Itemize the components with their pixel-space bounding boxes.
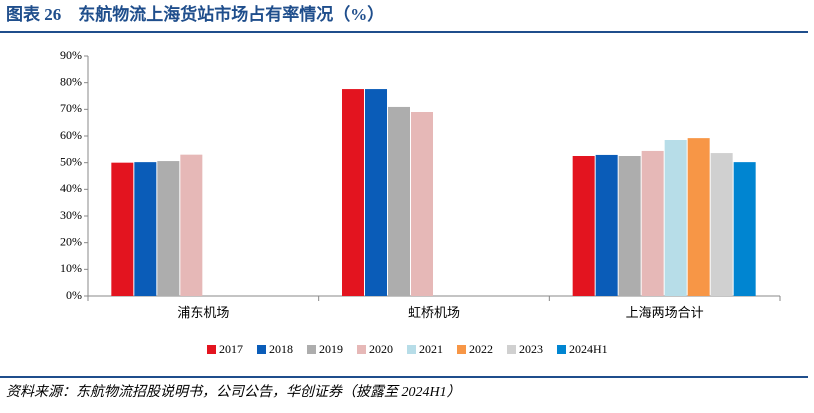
y-tick-label: 30% xyxy=(60,208,82,222)
bar xyxy=(134,162,157,296)
bar xyxy=(733,162,756,296)
legend-swatch xyxy=(257,345,266,354)
legend-swatch xyxy=(507,345,516,354)
legend-swatch xyxy=(457,345,466,354)
legend-swatch xyxy=(557,345,566,354)
bar xyxy=(641,150,664,296)
x-tick-label: 虹桥机场 xyxy=(408,305,460,320)
bar xyxy=(710,153,733,296)
x-tick-label: 浦东机场 xyxy=(177,305,229,320)
chart-title: 图表 26 东航物流上海货站市场占有率情况（%） xyxy=(6,4,384,24)
y-tick-label: 20% xyxy=(60,234,82,248)
x-tick-label: 上海两场合计 xyxy=(626,305,704,320)
legend-label: 2017 xyxy=(219,342,243,356)
bar xyxy=(572,156,595,296)
bar xyxy=(595,154,618,296)
bar xyxy=(111,162,134,296)
y-tick-label: 10% xyxy=(60,261,82,275)
bar xyxy=(411,112,433,296)
bar xyxy=(618,156,641,296)
legend-label: 2019 xyxy=(319,342,343,356)
legend-swatch xyxy=(307,345,316,354)
y-tick-label: 80% xyxy=(60,74,82,88)
bar xyxy=(365,89,387,296)
legend-swatch xyxy=(357,345,366,354)
source: 资料来源：东航物流招股说明书，公司公告，华创证券（披露至 2024H1） xyxy=(6,384,461,400)
y-tick-label: 70% xyxy=(60,101,82,115)
bar xyxy=(157,161,180,296)
legend-label: 2020 xyxy=(369,342,393,356)
legend-label: 2021 xyxy=(419,342,443,356)
legend-label: 2018 xyxy=(269,342,293,356)
y-tick-label: 50% xyxy=(60,154,82,168)
bar xyxy=(388,106,410,296)
legend-label: 2022 xyxy=(469,342,493,356)
y-tick-label: 60% xyxy=(60,128,82,142)
bar xyxy=(687,138,710,296)
y-tick-label: 90% xyxy=(60,48,82,62)
y-tick-label: 0% xyxy=(66,288,82,302)
legend-swatch xyxy=(207,345,216,354)
legend-swatch xyxy=(407,345,416,354)
bar xyxy=(180,154,203,296)
bar xyxy=(664,140,687,296)
legend-label: 2024H1 xyxy=(569,342,608,356)
y-tick-label: 40% xyxy=(60,181,82,195)
bar xyxy=(342,89,364,296)
legend-label: 2023 xyxy=(519,342,543,356)
